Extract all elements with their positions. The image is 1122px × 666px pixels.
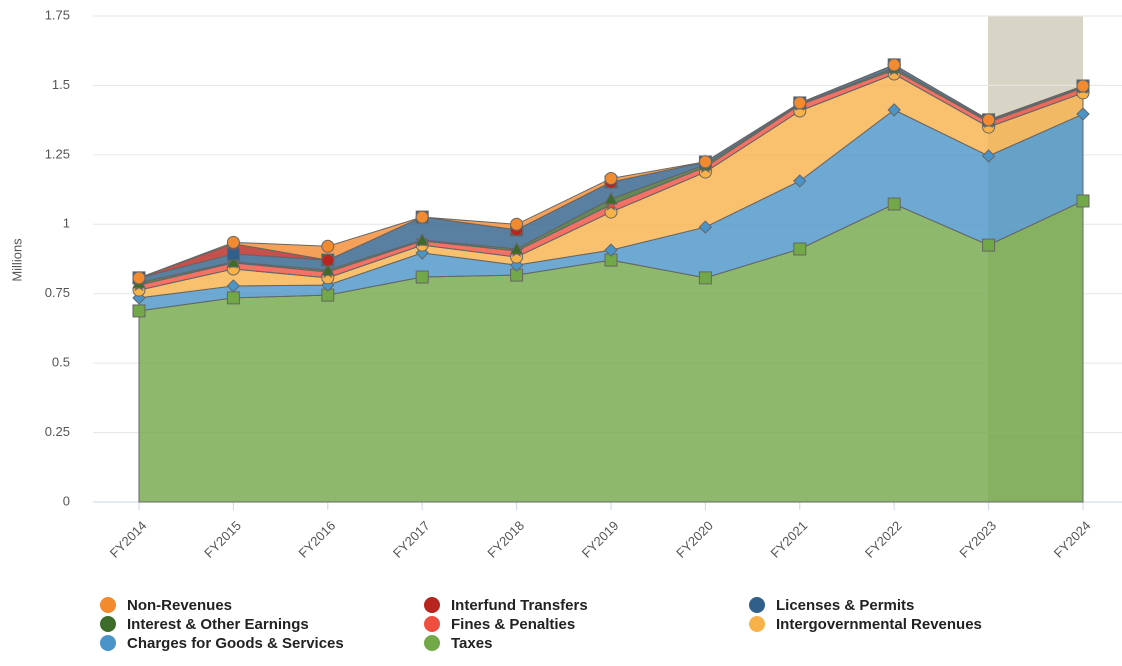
y-tick-label: 1.5 xyxy=(52,77,70,92)
x-tick-label: FY2022 xyxy=(862,518,905,561)
legend-label: Interest & Other Earnings xyxy=(127,616,309,633)
legend-item: Licenses & Permits xyxy=(749,597,914,614)
marker xyxy=(415,210,429,224)
marker xyxy=(415,246,429,260)
x-tick-label: FY2018 xyxy=(484,518,527,561)
legend-item: Interest & Other Earnings xyxy=(100,616,309,633)
x-tick-label: FY2021 xyxy=(768,518,811,561)
legend-item: Fines & Penalties xyxy=(424,616,575,633)
y-tick-label: 1.75 xyxy=(45,7,70,22)
marker xyxy=(982,238,996,252)
marker xyxy=(321,239,335,253)
marker xyxy=(226,255,241,268)
legend-symbol xyxy=(424,616,440,632)
marker xyxy=(415,233,430,246)
legend-symbol xyxy=(100,635,116,651)
marker xyxy=(982,113,996,127)
marker xyxy=(604,243,618,257)
marker xyxy=(132,304,146,318)
marker xyxy=(887,197,901,211)
x-tick-label: FY2020 xyxy=(673,518,716,561)
marker xyxy=(981,149,996,163)
marker xyxy=(321,278,335,292)
marker xyxy=(226,279,241,293)
legend-item: Charges for Goods & Services xyxy=(100,635,344,652)
marker xyxy=(698,220,713,234)
legend-item: Intergovernmental Revenues xyxy=(749,616,982,633)
y-tick-label: 0.75 xyxy=(45,285,70,300)
marker xyxy=(320,263,335,276)
marker xyxy=(510,217,524,231)
marker xyxy=(226,235,240,249)
x-tick-label: FY2019 xyxy=(579,518,622,561)
legend-symbol xyxy=(100,616,116,632)
legend-label: Non-Revenues xyxy=(127,597,232,614)
marker xyxy=(1076,107,1090,121)
marker xyxy=(132,271,146,285)
y-tick-label: 1 xyxy=(63,216,70,231)
y-tick-label: 0.5 xyxy=(52,355,70,370)
legend-symbol xyxy=(749,597,765,613)
marker xyxy=(1076,194,1090,208)
marker xyxy=(415,270,429,284)
legend-symbol xyxy=(424,635,440,651)
marker xyxy=(793,96,807,110)
y-axis-label: Millions xyxy=(9,238,24,282)
x-tick-label: FY2017 xyxy=(390,518,433,561)
y-tick-label: 0.25 xyxy=(45,424,70,439)
marker xyxy=(793,174,807,188)
legend-symbol xyxy=(100,597,116,613)
legend-label: Fines & Penalties xyxy=(451,616,575,633)
y-tick-label: 0 xyxy=(63,493,70,508)
legend-label: Interfund Transfers xyxy=(451,597,588,614)
legend-item: Taxes xyxy=(424,635,492,652)
x-tick-label: FY2014 xyxy=(107,518,150,561)
marker xyxy=(793,242,807,256)
x-tick-label: FY2016 xyxy=(296,518,339,561)
legend-label: Licenses & Permits xyxy=(776,597,914,614)
marker xyxy=(321,253,335,267)
marker xyxy=(698,271,712,285)
legend-symbol xyxy=(424,597,440,613)
x-tick-label: FY2015 xyxy=(201,518,244,561)
marker xyxy=(698,155,712,169)
legend-label: Intergovernmental Revenues xyxy=(776,616,982,633)
legend-label: Taxes xyxy=(451,635,492,652)
marker xyxy=(887,103,901,117)
marker xyxy=(509,241,524,255)
marker xyxy=(604,171,618,185)
marker xyxy=(887,58,901,72)
x-tick-label: FY2024 xyxy=(1051,518,1094,561)
legend-symbol xyxy=(749,616,765,632)
legend-item: Interfund Transfers xyxy=(424,597,588,614)
marker xyxy=(1076,79,1090,93)
legend-label: Charges for Goods & Services xyxy=(127,635,344,652)
x-tick-label: FY2023 xyxy=(956,518,999,561)
legend-item: Non-Revenues xyxy=(100,597,232,614)
marker xyxy=(226,291,240,305)
y-tick-label: 1.25 xyxy=(45,146,70,161)
marker xyxy=(604,191,618,205)
